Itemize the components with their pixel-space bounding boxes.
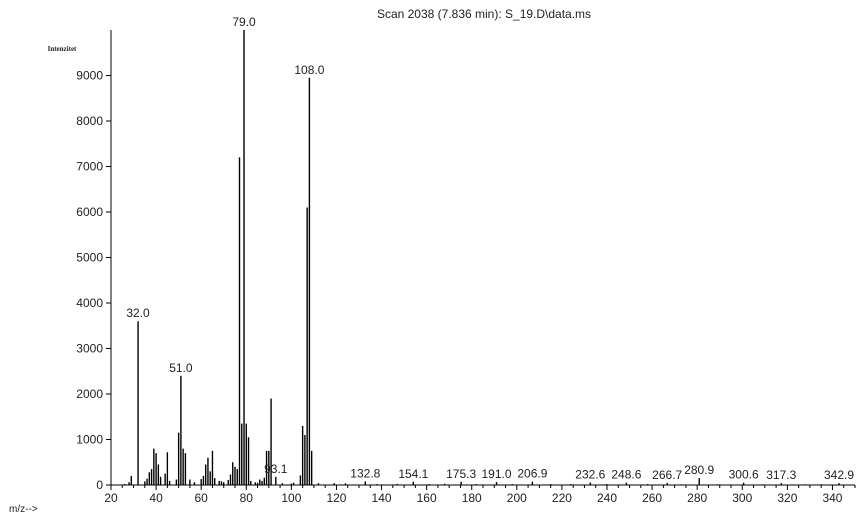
x-tick-label: 260 bbox=[642, 491, 662, 505]
peak-label: 317.3 bbox=[766, 468, 796, 482]
x-tick-label: 240 bbox=[597, 491, 617, 505]
x-tick-label: 120 bbox=[326, 491, 346, 505]
peak-label: 300.6 bbox=[729, 468, 759, 482]
peak-label: 32.0 bbox=[126, 306, 150, 320]
peak-label: 175.3 bbox=[446, 467, 476, 481]
peak-label: 93.1 bbox=[264, 462, 288, 476]
x-tick-label: 160 bbox=[417, 491, 437, 505]
y-tick-label: 3000 bbox=[76, 342, 103, 356]
x-tick-label: 200 bbox=[507, 491, 527, 505]
peak-label: 206.9 bbox=[517, 467, 547, 481]
x-tick-label: 180 bbox=[462, 491, 482, 505]
peak-label: 342.9 bbox=[824, 468, 854, 482]
x-tick-label: 60 bbox=[195, 491, 209, 505]
x-tick-label: 320 bbox=[777, 491, 797, 505]
peak-label: 248.6 bbox=[611, 468, 641, 482]
x-tick-label: 220 bbox=[552, 491, 572, 505]
peak-label: 108.0 bbox=[294, 63, 324, 77]
y-tick-label: 9000 bbox=[76, 69, 103, 83]
chart-title: Scan 2038 (7.836 min): S_19.D\data.ms bbox=[377, 7, 591, 21]
peak-label: 280.9 bbox=[684, 463, 714, 477]
x-tick-label: 300 bbox=[732, 491, 752, 505]
x-tick-label: 340 bbox=[822, 491, 842, 505]
axes: 20 40 60 80 100 120 140 160 180 200 220 240 260 280 30… bbox=[76, 30, 856, 505]
x-tick-label: 20 bbox=[104, 491, 118, 505]
x-tick-label: 100 bbox=[281, 491, 301, 505]
peak-label: 191.0 bbox=[482, 467, 512, 481]
x-axis-label: m/z--> bbox=[9, 504, 38, 515]
peak-label: 132.8 bbox=[350, 466, 380, 480]
y-tick-label: 8000 bbox=[76, 114, 103, 128]
peak-label: 79.0 bbox=[232, 15, 256, 29]
y-tick-label: 2000 bbox=[76, 387, 103, 401]
peak-label: 266.7 bbox=[652, 468, 682, 482]
x-tick-label: 280 bbox=[687, 491, 707, 505]
x-tick-label: 40 bbox=[149, 491, 163, 505]
y-tick-label: 7000 bbox=[76, 160, 103, 174]
y-tick-label: 1000 bbox=[76, 433, 103, 447]
y-axis-label: Intenzitet bbox=[48, 45, 77, 53]
peak-label: 232.6 bbox=[575, 467, 605, 481]
peak-label: 51.0 bbox=[169, 361, 193, 375]
x-tick-label: 80 bbox=[240, 491, 254, 505]
y-tick-label: 0 bbox=[96, 478, 103, 492]
peak-label: 154.1 bbox=[398, 467, 428, 481]
spectrum-bars bbox=[123, 30, 840, 485]
y-tick-label: 5000 bbox=[76, 251, 103, 265]
x-tick-label: 140 bbox=[372, 491, 392, 505]
y-tick-label: 6000 bbox=[76, 205, 103, 219]
y-tick-label: 4000 bbox=[76, 296, 103, 310]
peak-labels: 32.0 51.0 79.0 108.0 93.1 132.8 154.1 175.3 191.… bbox=[126, 15, 854, 482]
